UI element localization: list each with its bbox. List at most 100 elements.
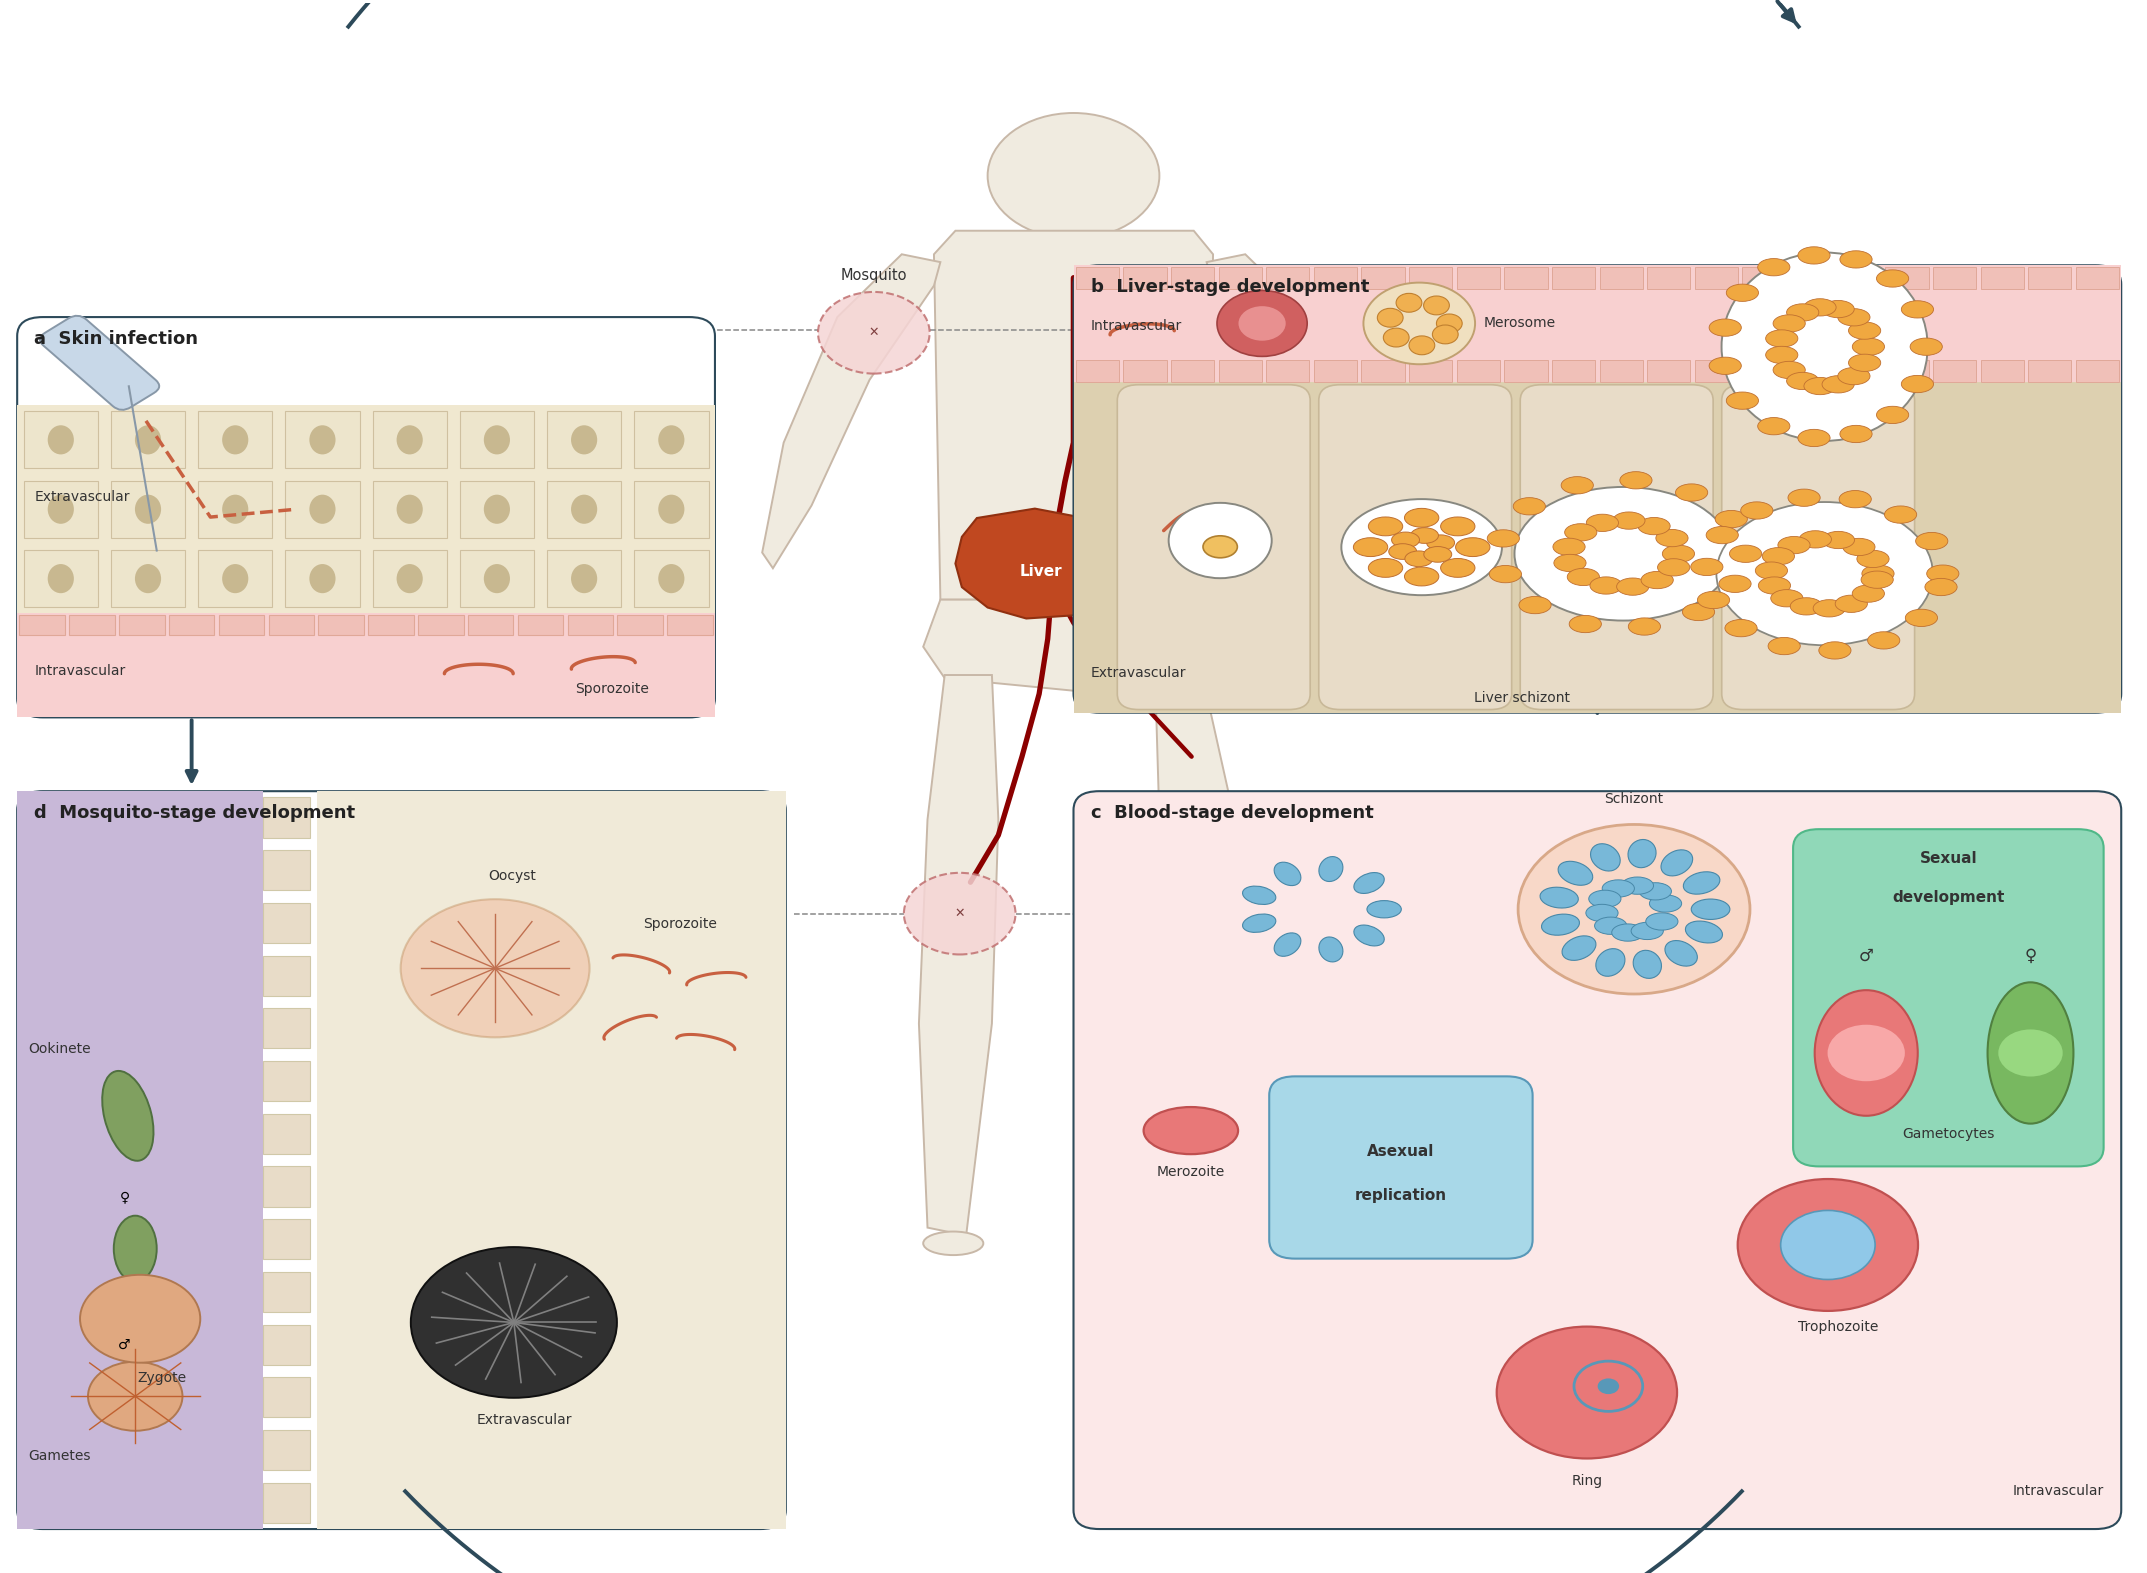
Ellipse shape <box>1823 376 1855 393</box>
Text: a  Skin infection: a Skin infection <box>34 330 198 348</box>
Text: replication: replication <box>1355 1188 1447 1203</box>
Text: b  Liver-stage development: b Liver-stage development <box>1091 278 1370 296</box>
Circle shape <box>818 293 930 374</box>
Text: Sporozoite: Sporozoite <box>575 681 648 695</box>
Bar <box>286 551 361 607</box>
FancyBboxPatch shape <box>41 316 159 411</box>
Circle shape <box>1999 1029 2063 1076</box>
Circle shape <box>1737 1180 1917 1310</box>
Ellipse shape <box>1769 637 1801 654</box>
Bar <box>170 615 215 634</box>
Ellipse shape <box>1617 577 1649 595</box>
Ellipse shape <box>1632 922 1664 939</box>
Text: Extravascular: Extravascular <box>34 489 129 503</box>
Bar <box>17 406 715 613</box>
Text: ♀: ♀ <box>120 1191 129 1205</box>
Bar <box>112 551 185 607</box>
Bar <box>264 1324 311 1365</box>
Bar <box>1408 267 1451 288</box>
Ellipse shape <box>483 425 511 455</box>
Bar <box>1795 327 1855 392</box>
Bar <box>547 412 620 469</box>
Polygon shape <box>919 675 998 1235</box>
Bar <box>633 412 709 469</box>
Bar <box>24 481 99 538</box>
Bar <box>198 412 273 469</box>
Ellipse shape <box>309 425 335 455</box>
Ellipse shape <box>1456 538 1490 557</box>
FancyBboxPatch shape <box>1116 385 1310 709</box>
Ellipse shape <box>1904 609 1937 626</box>
Text: Ring: Ring <box>1572 1474 1602 1488</box>
Bar <box>1267 360 1310 382</box>
Bar <box>1980 267 2025 288</box>
Bar <box>419 615 464 634</box>
Ellipse shape <box>1926 565 1958 582</box>
Ellipse shape <box>1355 873 1385 893</box>
Text: Extravascular: Extravascular <box>1091 665 1185 680</box>
Bar <box>459 551 535 607</box>
Ellipse shape <box>1786 304 1819 321</box>
Ellipse shape <box>1756 562 1788 579</box>
Bar <box>318 615 365 634</box>
Ellipse shape <box>1788 489 1821 507</box>
Ellipse shape <box>1619 472 1651 489</box>
Ellipse shape <box>1353 538 1387 557</box>
Bar <box>1074 382 2121 713</box>
Ellipse shape <box>1243 886 1275 904</box>
Ellipse shape <box>1861 571 1894 588</box>
Bar <box>1647 360 1690 382</box>
Bar <box>547 481 620 538</box>
Bar <box>1456 267 1501 288</box>
Ellipse shape <box>47 425 73 455</box>
FancyBboxPatch shape <box>17 791 786 1529</box>
Bar <box>198 551 273 607</box>
Ellipse shape <box>1595 949 1625 977</box>
Ellipse shape <box>1926 579 1958 596</box>
Bar <box>264 1378 311 1417</box>
Ellipse shape <box>1627 618 1660 635</box>
Bar <box>374 412 447 469</box>
FancyBboxPatch shape <box>1269 1076 1533 1258</box>
Text: Oocyst: Oocyst <box>487 870 537 884</box>
Ellipse shape <box>1853 338 1885 355</box>
Text: Schizont: Schizont <box>1604 791 1664 805</box>
Ellipse shape <box>1514 488 1733 621</box>
Ellipse shape <box>1763 547 1795 565</box>
Ellipse shape <box>1662 849 1692 876</box>
Bar <box>1361 267 1404 288</box>
Ellipse shape <box>1655 530 1688 547</box>
Ellipse shape <box>1799 530 1831 547</box>
Ellipse shape <box>1638 882 1670 900</box>
Ellipse shape <box>1773 315 1806 332</box>
Circle shape <box>1518 824 1750 994</box>
Text: Sexual: Sexual <box>1919 851 1977 867</box>
Ellipse shape <box>1853 585 1885 602</box>
Ellipse shape <box>1715 502 1932 645</box>
Bar <box>369 615 414 634</box>
Bar <box>1076 267 1119 288</box>
Ellipse shape <box>1690 558 1722 576</box>
Text: ✕: ✕ <box>955 908 964 920</box>
Ellipse shape <box>1765 346 1797 363</box>
Bar <box>112 412 185 469</box>
Bar <box>1838 360 1881 382</box>
Bar <box>374 551 447 607</box>
Ellipse shape <box>1634 950 1662 978</box>
Polygon shape <box>1035 242 1112 263</box>
Ellipse shape <box>1861 565 1894 582</box>
Bar <box>1932 360 1975 382</box>
Bar <box>1408 360 1451 382</box>
Ellipse shape <box>1368 518 1402 536</box>
Bar <box>2029 360 2072 382</box>
Ellipse shape <box>309 494 335 524</box>
Circle shape <box>1363 283 1475 365</box>
Ellipse shape <box>1441 518 1475 536</box>
Ellipse shape <box>103 1071 152 1161</box>
Ellipse shape <box>1797 429 1829 447</box>
Text: Ookinete: Ookinete <box>28 1043 90 1055</box>
Circle shape <box>79 1274 200 1362</box>
Ellipse shape <box>1273 862 1301 886</box>
Circle shape <box>1496 1326 1677 1458</box>
Ellipse shape <box>1441 558 1475 577</box>
